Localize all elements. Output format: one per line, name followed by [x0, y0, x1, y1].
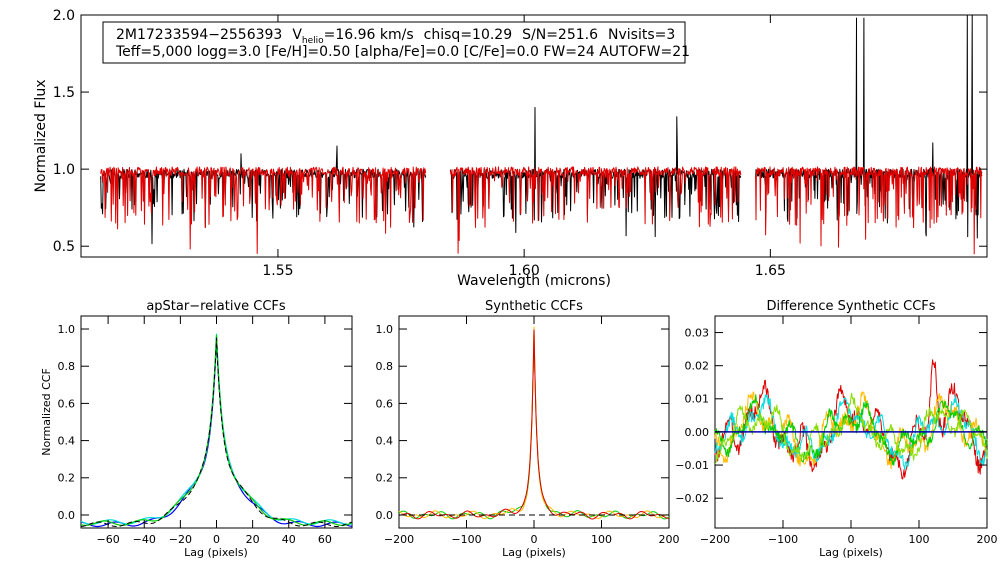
spectrum-annotation-line1: 2M17233594−2556393 Vhelio=16.96 km/s chisq…: [116, 27, 675, 46]
spectrum-ytick-label: 1.0: [53, 162, 75, 178]
apstar-ccf-xtick-label: 40: [282, 533, 296, 546]
apstar-ccf-ytick-label: 0.4: [58, 434, 76, 447]
spectrum-model-chip-3: [755, 166, 983, 255]
apstar-ccf-ytick-label: 0.8: [58, 360, 76, 373]
difference-ccf-ytick-label: 0.02: [685, 360, 710, 373]
spectrum-ytick-label: 0.5: [53, 239, 75, 255]
synthetic-ccf-xlabel: Lag (pixels): [502, 546, 566, 559]
spectrum-annotation-line2: Teff=5,000 logg=3.0 [Fe/H]=0.50 [alpha/F…: [115, 44, 690, 60]
apstar-ccf-xtick-label: −20: [169, 533, 192, 546]
spectrum-xtick-label: 1.55: [262, 263, 293, 279]
spectrum-ytick-label: 1.5: [53, 85, 75, 101]
spectrum-annotation-box: [102, 21, 686, 64]
vhelio-symbol: V: [292, 27, 302, 43]
apstar-ccf-xtick-label: 0: [213, 533, 220, 546]
synthetic-ccf-ytick-label: 0.0: [376, 509, 394, 522]
synthetic-ccf-ticks: −200 −100 0 100 200 0.0 0.2 0.4 0.6 0.8 1.0: [376, 316, 680, 546]
synthetic-ccf-ytick-label: 0.8: [376, 360, 394, 373]
difference-ccf-xlabel: Lag (pixels): [819, 546, 883, 559]
difference-ccf-ytick-label: −0.01: [675, 459, 709, 472]
synthetic-ccf-xtick-label: −100: [451, 533, 481, 546]
apstar-ccf-line-ccf-template: [80, 337, 353, 527]
synthetic-ccf-ytick-label: 0.4: [376, 434, 394, 447]
spectrum-model-chip-2: [449, 166, 742, 254]
apstar-ccf-xlabel: Lag (pixels): [184, 546, 248, 559]
synthetic-ccf-xtick-label: 0: [531, 533, 538, 546]
synthetic-ccf-xtick-label: 100: [591, 533, 612, 546]
difference-ccf-title: Difference Synthetic CCFs: [766, 299, 935, 314]
difference-ccf-xtick-label: −100: [768, 533, 798, 546]
spectrum-xlabel: Wavelength (microns): [457, 273, 611, 289]
synthetic-ccf-xtick-label: −200: [384, 533, 414, 546]
difference-ccf-xtick-label: 100: [909, 533, 930, 546]
apstar-ccf-ytick-label: 1.0: [58, 323, 76, 336]
difference-ccf-panel: −200 −100 0 100 200 −0.02 −0.01 0.00 0.01 0.02 0.0…: [675, 299, 997, 559]
apstar-ccf-ylabel: Normalized CCF: [40, 368, 53, 456]
spectrum-plot-area: [100, 14, 983, 255]
synthetic-ccf-panel: −200 −100 0 100 200 0.0 0.2 0.4 0.6 0.8 1.0 Synthe…: [376, 299, 680, 559]
spectrum-xtick-label: 1.60: [509, 263, 540, 279]
sn-value: S/N=251.6: [522, 27, 598, 43]
apstar-ccf-panel: −60 −40 −20 0 20 40 60 0.0 0.2 0.4 0.6 0.8 1.0 apSta…: [40, 299, 353, 559]
difference-ccf-ytick-label: 0.01: [685, 393, 710, 406]
spectrum-model-chip-1: [100, 166, 427, 254]
synthetic-ccf-ytick-label: 1.0: [376, 323, 394, 336]
spectrum-ticks: 1.55 1.60 1.65 0.5 1.0 1.5 2.0: [53, 8, 987, 279]
difference-ccf-xtick-label: 200: [977, 533, 998, 546]
apstar-ccf-ytick-label: 0.2: [58, 472, 76, 485]
apstar-ccf-plot-area: [80, 333, 353, 528]
apstar-ccf-title: apStar−relative CCFs: [146, 299, 286, 314]
synthetic-ccf-line-synthetic-ccf-3: [398, 329, 670, 520]
synthetic-ccf-line-synthetic-ccf-2: [398, 326, 670, 519]
spectrum-xtick-label: 1.65: [755, 263, 786, 279]
synthetic-ccf-ytick-label: 0.6: [376, 397, 394, 410]
synthetic-ccf-title: Synthetic CCFs: [485, 299, 583, 314]
apstar-ccf-xtick-label: 60: [318, 533, 332, 546]
chisq-value: chisq=10.29: [424, 27, 512, 43]
nvisits-value: Nvisits=3: [608, 27, 675, 43]
spectrum-panel: 1.55 1.60 1.65 0.5 1.0 1.5 2.0 Wavelength (mic…: [33, 8, 988, 289]
synthetic-ccf-line-synthetic-ccf-1: [398, 328, 670, 520]
apstar-ccf-xtick-label: −40: [133, 533, 156, 546]
difference-ccf-plot-area: [714, 359, 988, 480]
spectrum-ylabel: Normalized Flux: [33, 80, 49, 193]
star-id: 2M17233594−2556393: [116, 27, 282, 43]
apstar-ccf-line-ccf-1: [80, 337, 353, 528]
difference-ccf-ytick-label: 0.03: [685, 326, 710, 339]
apstar-ccf-ytick-label: 0.0: [58, 509, 76, 522]
spectrum-frame: [80, 14, 988, 258]
synthetic-ccf-ytick-label: 0.2: [376, 472, 394, 485]
difference-ccf-xtick-label: 0: [848, 533, 855, 546]
apstar-ccf-xtick-label: 20: [246, 533, 260, 546]
difference-ccf-ticks: −200 −100 0 100 200 −0.02 −0.01 0.00 0.01 0.02 0.0…: [675, 316, 998, 546]
difference-ccf-line-diff-5: [714, 392, 988, 464]
vhelio-subscript: helio: [302, 36, 324, 46]
apstar-ccf-line-ccf-2: [80, 333, 353, 525]
synthetic-ccf-xtick-label: 200: [659, 533, 680, 546]
spectrum-ytick-label: 2.0: [53, 8, 75, 24]
synthetic-ccf-plot-area: [398, 326, 670, 520]
difference-ccf-ytick-label: 0.00: [685, 426, 710, 439]
apstar-ccf-ticks: −60 −40 −20 0 20 40 60 0.0 0.2 0.4 0.6 0.8 1.0: [58, 316, 352, 546]
vhelio-value: =16.96 km/s: [324, 27, 414, 43]
apstar-ccf-line-ccf-3: [80, 334, 353, 527]
difference-ccf-ytick-label: −0.02: [675, 492, 709, 505]
apstar-ccf-ytick-label: 0.6: [58, 397, 76, 410]
apstar-ccf-xtick-label: −60: [96, 533, 119, 546]
difference-ccf-xtick-label: −200: [700, 533, 730, 546]
